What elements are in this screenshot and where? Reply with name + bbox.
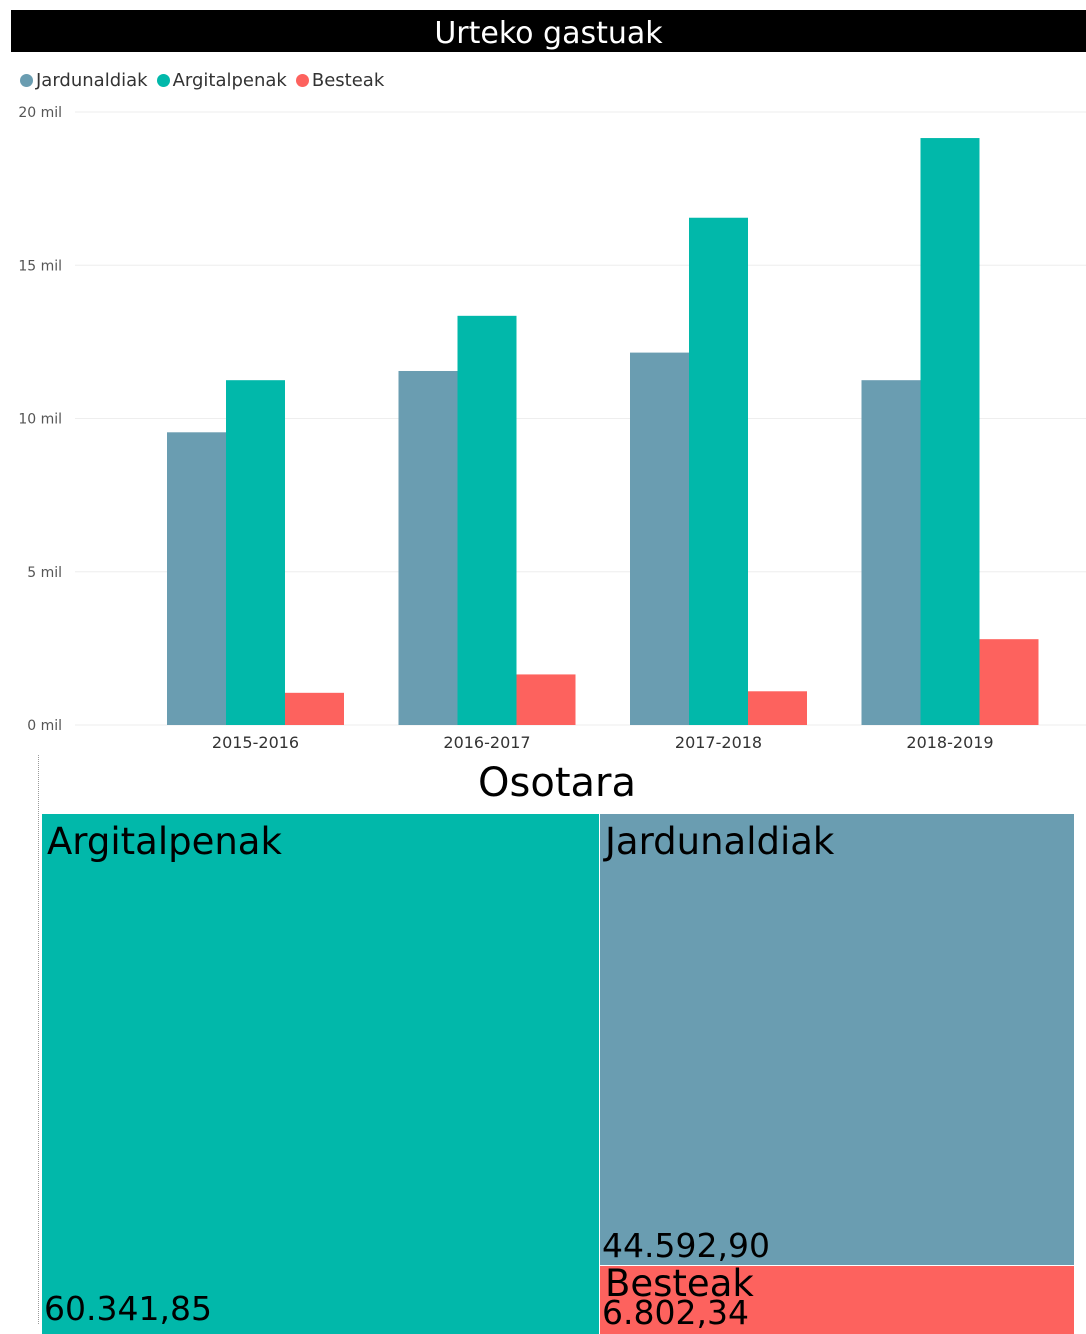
- bar-jardunaldiak: [398, 370, 458, 725]
- treemap-tile-argitalpenak[interactable]: Argitalpenak 60.341,85: [42, 814, 599, 1334]
- y-tick-label: 20 mil: [18, 105, 62, 121]
- bar-jardunaldiak: [861, 380, 921, 725]
- x-tick-label: 2016-2017: [443, 733, 530, 752]
- bar-jardunaldiak: [630, 352, 689, 725]
- bar-argitalpenak: [457, 315, 517, 725]
- tile-value: 6.802,34: [602, 1293, 749, 1332]
- tile-label: Argitalpenak: [47, 820, 282, 863]
- legend-label: Argitalpenak: [172, 69, 287, 91]
- bar-besteak: [285, 692, 344, 725]
- chart-title: Urteko gastuak: [11, 10, 1086, 52]
- x-tick-label: 2017-2018: [675, 733, 762, 752]
- legend-dot-argitalpenak: [156, 73, 170, 87]
- bar-chart: 0 mil 5 mil 10 mil 15 mil 20 mil 2015-2016 201…: [18, 105, 1086, 752]
- treemap-title: Osotara: [478, 760, 636, 806]
- y-tick-label: 5 mil: [27, 565, 62, 581]
- legend-item-jardunaldiak[interactable]: Jardunaldiak: [20, 70, 148, 91]
- tile-value: 60.341,85: [44, 1289, 212, 1328]
- bar-argitalpenak: [689, 217, 748, 725]
- bar-jardunaldiak: [167, 432, 226, 725]
- divider: [38, 755, 39, 1324]
- legend-label: Besteak: [311, 69, 385, 91]
- y-tick-label: 10 mil: [18, 412, 62, 428]
- y-tick-label: 15 mil: [18, 258, 62, 274]
- bar-besteak: [979, 639, 1039, 725]
- legend-dot-jardunaldiak: [20, 73, 33, 87]
- treemap: Argitalpenak 60.341,85 Jardunaldiak 44.5…: [42, 814, 1074, 1334]
- bar-besteak: [516, 674, 576, 725]
- bar-besteak: [748, 691, 807, 725]
- legend-item-besteak[interactable]: Besteak: [295, 69, 385, 91]
- treemap-tile-jardunaldiak[interactable]: Jardunaldiak 44.592,90: [600, 814, 1074, 1265]
- bar-argitalpenak: [920, 138, 980, 726]
- tile-label: Jardunaldiak: [605, 820, 835, 863]
- legend-dot-besteak: [295, 73, 309, 87]
- chart-legend: Jardunaldiak Argitalpenak Besteak: [20, 68, 393, 92]
- x-tick-label: 2018-2019: [906, 733, 993, 752]
- bar-argitalpenak: [226, 380, 285, 725]
- legend-label: Jardunaldiak: [36, 69, 148, 91]
- tile-label: Besteak: [605, 1266, 754, 1305]
- y-tick-label: 0 mil: [27, 718, 62, 734]
- legend-item-argitalpenak[interactable]: Argitalpenak: [156, 69, 287, 91]
- tile-value: 44.592,90: [602, 1226, 770, 1265]
- x-tick-label: 2015-2016: [212, 733, 299, 752]
